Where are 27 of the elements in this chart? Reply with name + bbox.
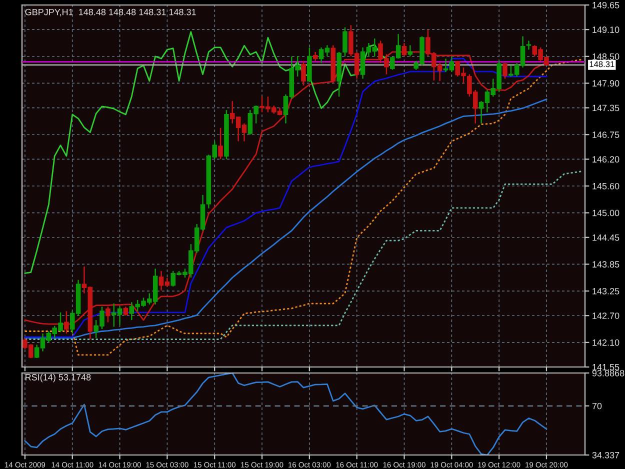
- y-tick-label: 143.25: [592, 288, 620, 294]
- y-tick-label: 146.75: [592, 132, 620, 138]
- y-tick-label: 147.35: [592, 104, 620, 112]
- candlestick: [301, 60, 306, 86]
- y-tick-label: 142.10: [592, 339, 620, 346]
- y-tick-label: 144.45: [592, 234, 620, 241]
- y-tick-label: 146.20: [592, 156, 620, 163]
- line-series: [24, 373, 548, 455]
- y-tick-label: 141.55: [592, 364, 620, 370]
- chart-title: RSI(14) 53.1748: [26, 374, 91, 382]
- y-tick-label: 93.8868: [592, 370, 624, 376]
- candlestick: [408, 44, 413, 58]
- y-tick-label: 145.60: [592, 182, 620, 190]
- y-tick-label: 147.90: [592, 80, 620, 87]
- y-tick-label: 148.50: [592, 53, 620, 60]
- y-tick-label: 143.85: [592, 261, 620, 268]
- candlestick: [342, 26, 348, 58]
- candlestick: [218, 127, 223, 160]
- y-tick-label: 70: [592, 402, 602, 410]
- y-tick-label: 149.10: [592, 26, 620, 33]
- y-tick-label: 34.337: [592, 452, 620, 458]
- y-tick-label: 145.00: [592, 210, 620, 216]
- chart-title: GBPJPY,H1 148.48 148.48 148.31 148.31: [25, 8, 196, 16]
- y-tick-label: 142.70: [592, 312, 620, 319]
- y-tick-label: 149.65: [592, 2, 620, 8]
- candlestick: [502, 62, 508, 80]
- ref-line-label: 148.31: [590, 61, 614, 68]
